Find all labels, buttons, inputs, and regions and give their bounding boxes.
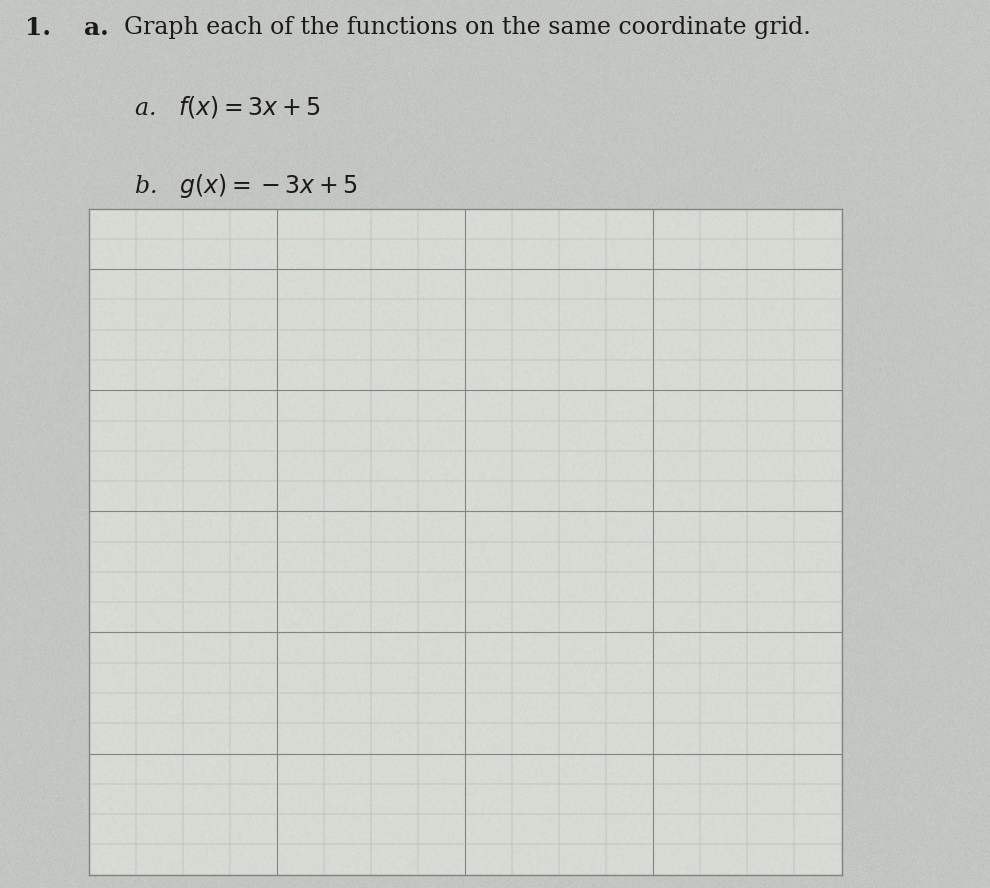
Text: a.: a.	[84, 16, 109, 40]
Text: b.   $g(x) = -3x + 5$: b. $g(x) = -3x + 5$	[134, 172, 357, 200]
Text: a.   $f(x) = 3x + 5$: a. $f(x) = 3x + 5$	[134, 94, 321, 120]
Text: 1.: 1.	[25, 16, 50, 40]
Text: Graph each of the functions on the same coordinate grid.: Graph each of the functions on the same …	[124, 16, 811, 39]
